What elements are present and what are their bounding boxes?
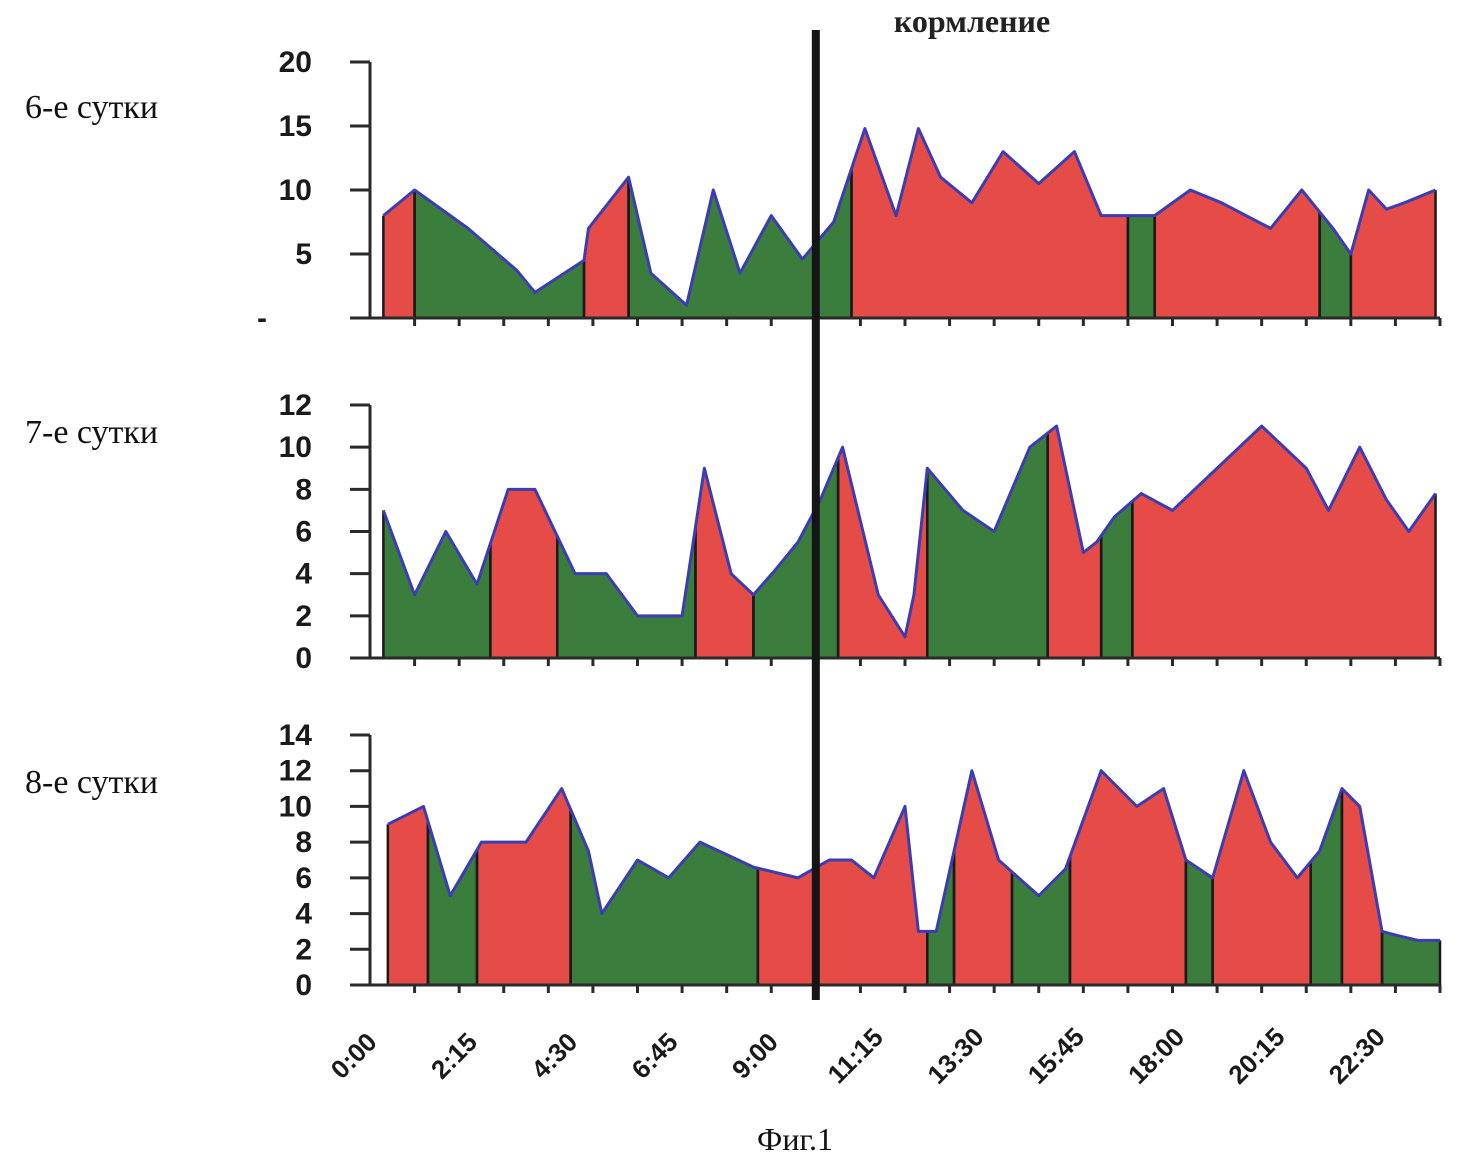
area-segment-green (927, 433, 1047, 658)
area-segment-green (1186, 860, 1213, 985)
panel-label: 7-е сутки (25, 414, 158, 451)
chart-panel: 7-е сутки 0 2 4 6 8 10 12 (25, 389, 1440, 675)
area-segment-red (852, 129, 1128, 318)
area-segment-green (1320, 212, 1351, 318)
chart-panel: 8-е сутки 02468101214 (25, 719, 1440, 1002)
x-tick-label: 13:30 (921, 1022, 989, 1090)
y-tick-label: 20 (279, 46, 312, 79)
x-tick-label: 22:30 (1323, 1022, 1391, 1090)
area-segment-red (695, 468, 753, 658)
area-segment-green (1128, 216, 1155, 318)
y-tick-label: 2 (295, 933, 312, 966)
area-segment-red (758, 806, 927, 985)
x-tick-label: 15:45 (1022, 1022, 1090, 1090)
y-tick-label: 10 (279, 790, 312, 823)
area-segment-green (1012, 857, 1070, 985)
y-tick-label: 0 (295, 969, 312, 1002)
y-tick-label: 0 (295, 642, 312, 675)
chart-panel: 6-е сутки 5 10 15 20 - (25, 46, 1440, 335)
x-tick-label: 18:00 (1122, 1022, 1190, 1090)
area-segment-red (1155, 190, 1320, 318)
area-segment-red (584, 177, 629, 318)
x-tick-label: 6:45 (626, 1027, 684, 1085)
x-tick-label: 2:15 (425, 1027, 483, 1085)
y-tick-label: 15 (279, 110, 312, 143)
area-segment-green (1101, 501, 1132, 658)
x-tick-label: 0:00 (325, 1027, 383, 1085)
y-tick-label: 4 (295, 558, 312, 591)
y-tick-label: 10 (279, 431, 312, 464)
y-tick-label: 14 (279, 719, 313, 752)
y-tick-label: 12 (279, 389, 312, 422)
x-tick-label: 11:15 (822, 1022, 889, 1089)
y-tick-label: 10 (279, 174, 312, 207)
figure: 6-е сутки5101520-7-е сутки0246810128-е с… (0, 0, 1481, 1166)
y-tick-label: 2 (295, 600, 312, 633)
y-tick-label: 12 (279, 755, 312, 788)
y-tick-label: 6 (295, 862, 312, 895)
x-tick-label: 20:15 (1222, 1022, 1290, 1090)
y-tick-label: 5 (295, 238, 312, 271)
y-tick-label: 4 (295, 898, 312, 931)
x-tick-label: 4:30 (525, 1027, 583, 1085)
area-segment-red (477, 789, 571, 985)
area-segment-red (1048, 426, 1102, 658)
area-segment-green (383, 510, 490, 658)
y-tick-label-bottom: - (257, 302, 267, 335)
area-segment-green (557, 527, 695, 658)
feeding-marker-label: кормление (894, 3, 1050, 39)
figure-caption: Фиг.1 (757, 1121, 833, 1157)
area-segment-red (1132, 426, 1435, 658)
chart-panels: 6-е сутки5101520-7-е сутки0246810128-е с… (25, 46, 1440, 1002)
y-tick-label: 6 (295, 516, 312, 549)
panel-label: 8-е сутки (25, 764, 158, 801)
x-axis-tick-labels: 0:00 2:15 4:30 6:45 9:00 11:15 13:30 15:45 18:00… (325, 1022, 1391, 1090)
area-segment-red (388, 806, 428, 985)
y-tick-label: 8 (295, 473, 312, 506)
area-segment-green (1311, 789, 1342, 985)
area-segment-red (383, 190, 414, 318)
x-tick-label: 9:00 (726, 1027, 784, 1085)
y-tick-label: 8 (295, 826, 312, 859)
panel-label: 6-е сутки (25, 89, 158, 126)
